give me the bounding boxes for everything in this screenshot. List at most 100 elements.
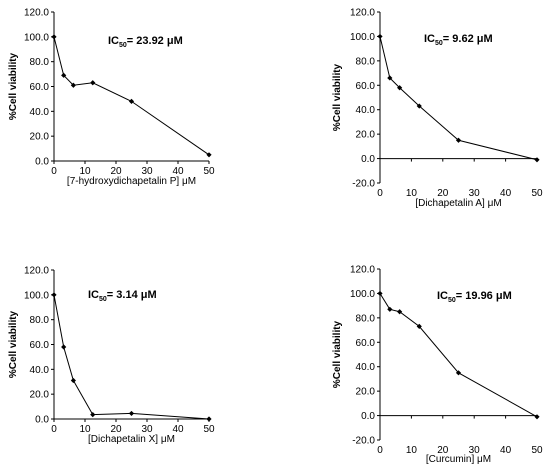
y-tick-label: 80.0 [30,315,50,326]
ic50-prefix: IC [88,289,99,301]
y-tick-label: 40.0 [30,107,50,118]
chart-panel-2: -20.0 0.0 20.0 40.0 60.0 80.0 100.0 120.0 0 10 20 3… [332,8,543,210]
ic50-annotation: IC50= 3.14 μM [88,289,157,303]
y-tick-label: 40.0 [30,365,50,376]
x-axis-label: [Dichapetalin A] μM [415,198,501,209]
y-tick-label: 120.0 [24,266,49,277]
y-tick-label: 100.0 [350,289,375,300]
data-point [61,344,67,350]
ic50-value: = 3.14 μM [107,289,157,301]
ic50-prefix: IC [108,35,119,47]
data-point [416,323,422,330]
data-point [70,377,76,384]
ic50-subscript: 50 [448,297,456,304]
y-tick-label: 100.0 [24,290,49,301]
x-tick-label: 50 [531,188,543,199]
y-tick-label: 40.0 [356,362,376,373]
x-tick-label: 40 [500,445,512,456]
y-tick-label: 20.0 [356,387,376,398]
ic50-subscript: 50 [99,296,107,303]
y-tick-label: 0.0 [35,157,49,168]
x-tick-label: 0 [377,188,383,199]
ic50-annotation: IC50= 9.62 μM [424,33,493,47]
y-tick-label: 0.0 [361,411,375,422]
x-tick-label: 0 [377,445,383,456]
series-line [53,36,210,156]
y-tick-label: 120.0 [24,8,49,19]
y-axis-label: %Cell viability [332,320,343,388]
data-point [397,85,403,91]
y-tick-label: 60.0 [356,338,376,349]
y-tick-label: 40.0 [356,105,376,116]
y-tick-label: 80.0 [356,56,376,67]
y-tick-label: 80.0 [356,313,376,324]
ic50-value: = 19.96 μM [456,290,512,302]
x-tick-label: 10 [406,445,418,456]
x-tick-label: 50 [203,424,215,435]
y-tick-label: 100.0 [24,32,49,43]
data-point [397,309,403,315]
y-tick-label: 20.0 [30,132,50,143]
y-tick-label: 120.0 [350,265,375,276]
x-axis-label: [Curcumin] μM [426,454,491,464]
x-tick-label: 0 [51,166,57,177]
chart-panel-3: 0.0 20.0 40.0 60.0 80.0 100.0 120.0 0 10 20 30 40 50… [8,266,215,446]
data-point [377,33,383,40]
x-tick-label: 30 [469,445,481,456]
chart-panel-4: -20.0 0.0 20.0 40.0 60.0 80.0 100.0 120.0 0 10 20 3… [332,265,543,464]
data-point [61,72,67,78]
x-tick-label: 10 [79,424,91,435]
x-axis-label: [Dichapetalin X] μM [88,434,175,445]
data-point [51,292,57,298]
x-tick-label: 20 [437,445,449,456]
data-point [455,370,462,376]
x-tick-label: 20 [110,424,122,435]
series-line [53,294,210,420]
ic50-annotation: IC50= 19.96 μM [437,290,512,304]
data-point [90,412,96,418]
y-tick-label: 0.0 [361,154,375,165]
x-tick-label: 20 [437,188,449,199]
ic50-prefix: IC [437,290,448,302]
x-tick-label: 30 [141,166,153,177]
x-tick-label: 40 [500,188,512,199]
x-tick-label: 40 [172,166,184,177]
ic50-annotation: IC50= 23.92 μM [108,35,183,49]
data-point [534,414,540,420]
ic50-subscript: 50 [435,40,443,47]
x-tick-label: 20 [110,166,122,177]
y-axis-label: %Cell viability [8,52,19,120]
data-point [90,80,96,86]
data-point [206,416,212,422]
ic50-prefix: IC [424,33,435,45]
y-tick-label: 80.0 [30,57,50,68]
y-tick-label: 60.0 [30,340,50,351]
data-point [51,34,57,40]
series-line [379,36,538,161]
data-point [206,152,212,158]
x-tick-label: 10 [406,188,418,199]
x-tick-label: 50 [531,445,543,456]
data-point [455,137,462,143]
data-point [128,410,135,417]
x-tick-label: 30 [141,424,153,435]
ic50-subscript: 50 [119,42,127,49]
data-point [387,75,393,81]
y-tick-label: 60.0 [30,82,50,93]
y-axis-label: %Cell viability [332,63,343,131]
data-point [128,98,135,104]
data-point [70,82,76,88]
y-tick-label: 0.0 [35,415,49,426]
data-point [377,290,383,297]
data-point [416,103,422,109]
y-tick-label: -20.0 [352,179,375,190]
x-tick-label: 40 [172,424,184,435]
y-axis-label: %Cell viability [8,310,19,378]
x-tick-label: 50 [203,166,215,177]
y-tick-label: 20.0 [356,130,376,141]
ic50-value: = 23.92 μM [127,35,183,47]
ic50-value: = 9.62 μM [443,33,493,45]
x-tick-label: 0 [51,424,57,435]
y-tick-label: 100.0 [350,32,375,43]
